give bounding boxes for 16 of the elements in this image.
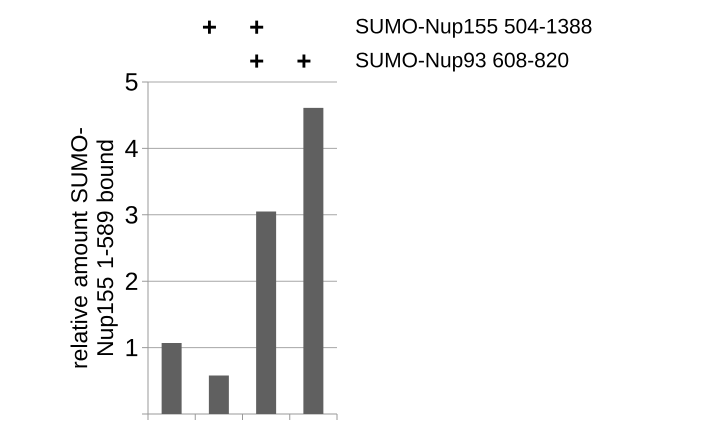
bar: [303, 108, 324, 414]
y-tick-label: 4: [125, 140, 138, 157]
text: +: [250, 20, 264, 34]
text: SUMO-Nup155 504-1388: [356, 18, 592, 38]
bar: [162, 342, 182, 414]
text: SUMO-Nup93 608-820: [356, 52, 568, 72]
text: +: [250, 54, 264, 68]
y-tick-label: 3: [126, 206, 138, 224]
y-tick-label: 5: [126, 73, 138, 91]
bar: [256, 211, 276, 414]
y-axis-title: relative amount SUMO-Nup155 1-589 bound: [70, 128, 118, 368]
text: +: [297, 54, 310, 68]
y-tick-label: 1: [126, 339, 138, 356]
bar: [208, 375, 229, 414]
text: +: [202, 20, 216, 34]
y-tick-label: 2: [126, 272, 138, 290]
